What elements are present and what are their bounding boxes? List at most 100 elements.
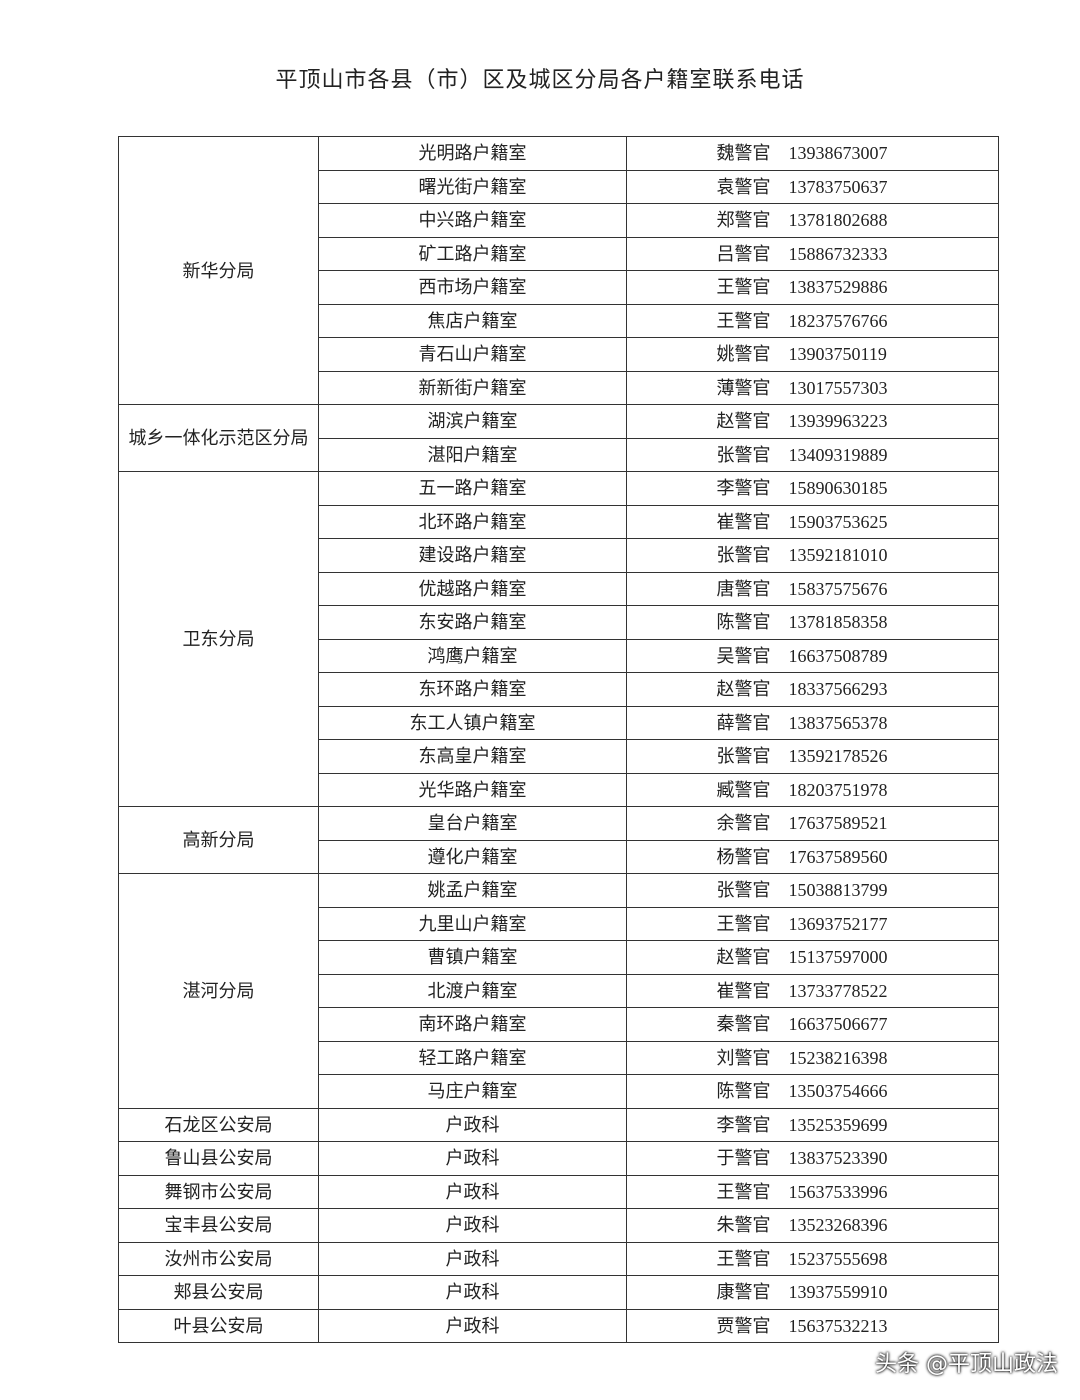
office-cell: 曙光街户籍室 [318,169,627,204]
phone: 17637589521 [788,813,888,834]
officer: 杨警官 [716,846,771,867]
phone: 13523268396 [788,1215,888,1236]
phone: 13503754666 [788,1081,888,1102]
phone: 13783750637 [788,176,888,197]
bureau-cell: 鲁山县公安局 [118,1141,319,1176]
contact-cell: 余警官 17637589521 [626,806,999,841]
phone: 13592181010 [788,545,888,566]
table-row: 新新街户籍室 薄警官 13017557303 [119,370,999,405]
phone: 15038813799 [788,880,888,901]
office-cell: 优越路户籍室 [318,571,627,606]
officer: 康警官 [716,1282,771,1303]
office-cell: 北环路户籍室 [318,504,627,539]
office-cell: 姚孟户籍室 [318,873,627,908]
table-row: 西市场户籍室 王警官 13837529886 [119,270,999,305]
office-cell: 湛阳户籍室 [318,437,627,472]
phone: 15637532213 [788,1315,888,1336]
officer: 张警官 [716,444,771,465]
contact-cell: 姚警官 13903750119 [626,337,999,372]
office-cell: 西市场户籍室 [318,270,627,305]
phone: 13938673007 [788,143,888,164]
table-row: 北渡户籍室 崔警官 13733778522 [119,973,999,1008]
phone: 13525359699 [788,1114,888,1135]
office-cell: 光明路户籍室 [318,136,627,171]
table-row: 舞钢市公安局 户政科 王警官 15637533996 [118,1174,999,1209]
bureau-cell: 城乡一体化示范区分局 [118,404,319,472]
contact-cell: 张警官 13592178526 [626,739,999,774]
officer: 王警官 [716,310,771,331]
contact-cell: 杨警官 17637589560 [626,839,999,874]
office-cell: 东工人镇户籍室 [318,705,627,740]
officer: 李警官 [716,1114,771,1135]
office-cell: 青石山户籍室 [318,337,627,372]
table-row: 北环路户籍室 崔警官 15903753625 [119,504,999,539]
officer: 赵警官 [716,411,771,432]
officer: 郑警官 [716,210,771,231]
office-cell: 北渡户籍室 [318,973,627,1008]
officer: 赵警官 [716,679,771,700]
contact-cell: 薄警官 13017557303 [626,370,999,405]
contact-cell: 李警官 13525359699 [626,1107,999,1142]
officer: 姚警官 [716,344,771,365]
officer: 朱警官 [716,1215,771,1236]
phone: 15137597000 [788,947,888,968]
document-title: 平顶山市各县（市）区及城区分局各户籍室联系电话 [275,67,805,92]
officer: 赵警官 [716,947,771,968]
officer: 王警官 [716,277,771,298]
office-cell: 户政科 [318,1208,627,1243]
officer: 张警官 [716,746,771,767]
phone: 15903753625 [788,511,888,532]
officer: 薄警官 [716,377,771,398]
officer: 唐警官 [716,578,771,599]
contact-cell: 赵警官 18337566293 [626,672,999,707]
table-row: 矿工路户籍室 吕警官 15886732333 [119,236,999,271]
bureau-cell: 舞钢市公安局 [118,1174,319,1209]
contact-cell: 朱警官 13523268396 [626,1208,999,1243]
contact-cell: 崔警官 15903753625 [626,504,999,539]
table-row: 曙光街户籍室 袁警官 13783750637 [119,169,999,204]
phone: 18237576766 [788,310,888,331]
office-cell: 户政科 [318,1141,627,1176]
phone: 18337566293 [788,679,888,700]
phone: 13693752177 [788,913,888,934]
office-cell: 鸿鹰户籍室 [318,638,627,673]
bureau-cell: 石龙区公安局 [118,1107,319,1142]
bureau-cell: 汝州市公安局 [118,1241,319,1276]
bureau-cell: 宝丰县公安局 [118,1208,319,1243]
officer: 于警官 [716,1148,771,1169]
contact-cell: 唐警官 15837575676 [626,571,999,606]
officer: 魏警官 [716,143,771,164]
contact-cell: 臧警官 18203751978 [626,772,999,807]
officer: 张警官 [716,880,771,901]
phone: 13939963223 [788,411,888,432]
bureau-cell: 新华分局 [118,136,319,405]
table-row: 中兴路户籍室 郑警官 13781802688 [119,203,999,238]
table-row: 轻工路户籍室 刘警官 15238216398 [119,1040,999,1075]
phone: 13017557303 [788,377,888,398]
contact-cell: 王警官 15237555698 [626,1241,999,1276]
contact-cell: 陈警官 13781858358 [626,605,999,640]
table-row: 青石山户籍室 姚警官 13903750119 [119,337,999,372]
phone: 13837565378 [788,712,888,733]
office-cell: 轻工路户籍室 [318,1040,627,1075]
officer: 王警官 [716,1248,771,1269]
office-cell: 南环路户籍室 [318,1007,627,1042]
phone: 16637506677 [788,1014,888,1035]
officer: 秦警官 [716,1014,771,1035]
office-cell: 户政科 [318,1275,627,1310]
table-row: 南环路户籍室 秦警官 16637506677 [119,1007,999,1042]
table-row: 石龙区公安局 户政科 李警官 13525359699 [118,1107,999,1142]
table-row: 东高皇户籍室 张警官 13592178526 [119,739,999,774]
office-cell: 五一路户籍室 [318,471,627,506]
officer: 王警官 [716,1181,771,1202]
office-cell: 九里山户籍室 [318,906,627,941]
phone: 13592178526 [788,746,888,767]
office-cell: 东环路户籍室 [318,672,627,707]
watermark: 头条 @平顶山政法 [875,1352,1058,1377]
office-cell: 东高皇户籍室 [318,739,627,774]
table-row: 建设路户籍室 张警官 13592181010 [119,538,999,573]
phone: 15237555698 [788,1248,888,1269]
table-row: 光华路户籍室 臧警官 18203751978 [119,772,999,807]
phone: 13781802688 [788,210,888,231]
